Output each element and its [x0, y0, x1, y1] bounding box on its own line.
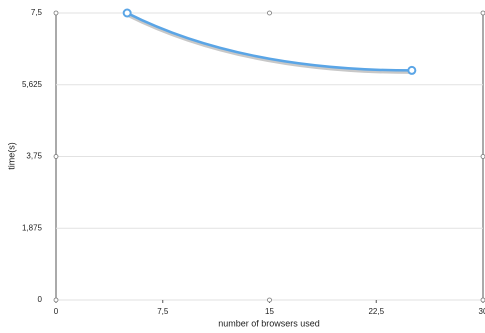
x-tick-label: 15	[265, 307, 274, 316]
frame-handle	[53, 297, 59, 303]
x-tick-label: 7,5	[157, 307, 169, 316]
frame-handle	[53, 10, 59, 16]
frame-handle	[267, 10, 272, 16]
frame-handle	[267, 297, 272, 303]
x-tick-label: 22,5	[368, 307, 384, 316]
frame-handle	[480, 297, 485, 303]
frame-handle	[480, 154, 485, 159]
y-tick-label: 1,875	[22, 223, 43, 232]
point	[122, 8, 132, 18]
line	[126, 11, 412, 72]
y-axis-title: time(s)	[6, 142, 16, 170]
frame-handle	[480, 10, 485, 16]
x-axis-title: number of browsers used	[218, 318, 320, 328]
point	[407, 65, 417, 75]
x-tick-label: 0	[54, 307, 59, 316]
y-tick-label: 5,625	[22, 80, 43, 89]
y-tick-label: 0	[38, 295, 43, 304]
y-tick-label: 3,75	[26, 152, 42, 161]
line-shadow	[126, 13, 412, 74]
y-tick-label: 7,5	[31, 8, 43, 17]
frame-handle	[53, 154, 59, 159]
x-tick-label: 30	[479, 307, 485, 316]
